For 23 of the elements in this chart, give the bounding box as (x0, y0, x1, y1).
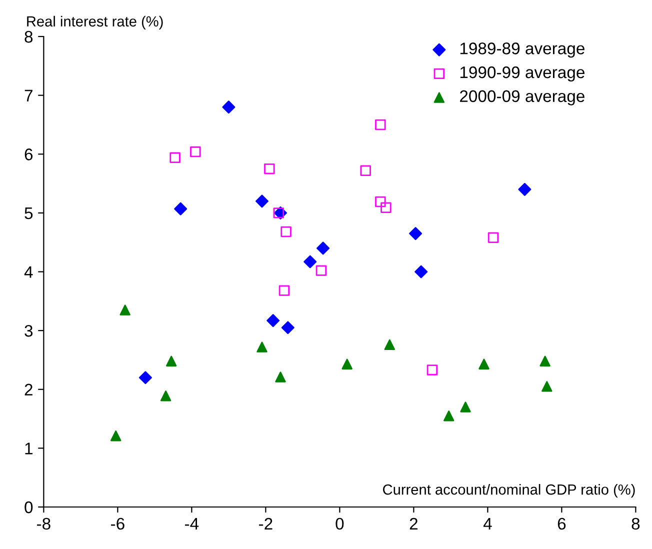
x-tick-label: -4 (185, 518, 199, 530)
legend-label: 2000-09 average (460, 90, 584, 106)
y-tick-label: 8 (24, 30, 33, 43)
y-tick-label: 7 (24, 90, 32, 102)
x-axis-title: Current account/nominal GDP ratio (%) (383, 484, 635, 498)
y-tick-label: 5 (24, 208, 33, 220)
y-tick-label: 2 (24, 384, 32, 396)
x-tick-label: -8 (37, 518, 50, 530)
x-tick-label: 2 (410, 518, 418, 530)
x-tick-label: 8 (632, 518, 640, 530)
x-tick-label: 6 (558, 518, 566, 530)
y-tick-label: 3 (24, 324, 33, 337)
x-tick-label: 4 (483, 518, 492, 530)
y-axis-title: Real interest rate (%) (27, 16, 163, 30)
legend-label: 1990-99 average (460, 66, 584, 82)
y-tick-label: 0 (24, 501, 33, 514)
y-tick-label: 1 (25, 442, 32, 454)
legend-label: 1989-89 average (460, 42, 584, 58)
y-tick-label: 6 (24, 148, 33, 160)
x-tick-label: -2 (259, 518, 272, 530)
x-tick-label: -6 (111, 518, 124, 530)
y-tick-label: 4 (24, 266, 33, 278)
x-tick-label: 0 (336, 518, 344, 530)
